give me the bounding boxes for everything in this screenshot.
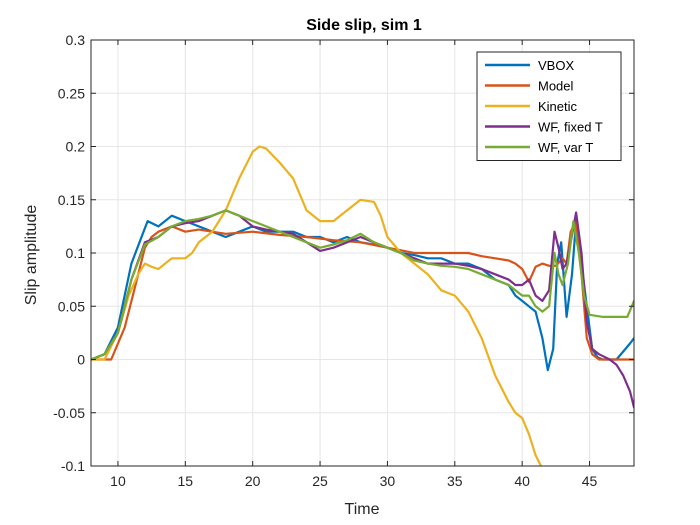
x-tick-label: 15 bbox=[178, 473, 194, 489]
x-tick-label: 10 bbox=[110, 473, 126, 489]
x-tick-label: 45 bbox=[582, 473, 598, 489]
series-line-5 bbox=[91, 209, 634, 361]
y-tick-label: -0.1 bbox=[61, 458, 85, 474]
legend-label: Kinetic bbox=[538, 99, 578, 114]
x-tick-label: 30 bbox=[380, 473, 396, 489]
y-tick-label: 0 bbox=[77, 352, 85, 368]
chart-title: Side slip, sim 1 bbox=[306, 17, 422, 34]
y-tick-label: 0.15 bbox=[58, 192, 85, 208]
y-tick-label: 0.05 bbox=[58, 298, 85, 314]
series-line-1 bbox=[91, 214, 634, 372]
x-tick-label: 20 bbox=[245, 473, 261, 489]
y-axis-title: Slip amplitude bbox=[23, 205, 40, 306]
x-tick-label: 25 bbox=[312, 473, 328, 489]
y-tick-label: 0.1 bbox=[66, 245, 86, 261]
y-tick-label: 0.2 bbox=[66, 139, 86, 155]
x-tick-label: 35 bbox=[447, 473, 463, 489]
legend-label: Model bbox=[538, 79, 574, 94]
series-group bbox=[91, 145, 634, 466]
series-line-2 bbox=[91, 220, 634, 361]
series-line-3 bbox=[91, 145, 543, 466]
x-axis-title: Time bbox=[345, 501, 380, 518]
legend: VBOX Model Kinetic WF, fixed T WF, var T bbox=[476, 51, 622, 161]
legend-label: WF, var T bbox=[538, 140, 593, 155]
y-tick-label: 0.25 bbox=[58, 85, 85, 101]
x-tick-label: 40 bbox=[514, 473, 530, 489]
legend-label: WF, fixed T bbox=[538, 120, 603, 135]
y-tick-label: -0.05 bbox=[53, 405, 85, 421]
y-tick-label: 0.3 bbox=[66, 32, 86, 48]
legend-label: VBOX bbox=[538, 58, 574, 73]
